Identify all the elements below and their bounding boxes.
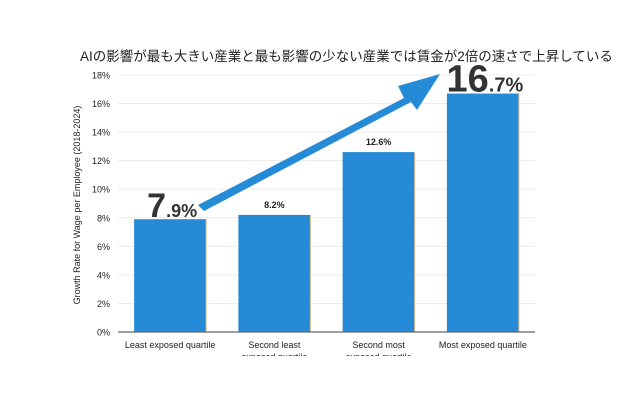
x-tick-label: Least exposed quartile xyxy=(125,340,216,350)
y-tick-label: 4% xyxy=(97,270,110,280)
bar xyxy=(134,219,207,332)
chart-title: AIの影響が最も大きい産業と最も影響の少ない産業では賃金が2倍の速さで上昇してい… xyxy=(80,49,613,64)
y-tick-label: 12% xyxy=(92,156,110,166)
trend-arrow xyxy=(198,74,440,211)
y-tick-label: 8% xyxy=(97,213,110,223)
x-tick-label: Second most xyxy=(352,340,405,350)
data-label: 8.2% xyxy=(264,200,285,210)
bar xyxy=(446,93,519,332)
bar xyxy=(342,152,415,332)
data-label-highlight: 16.7% xyxy=(447,59,524,101)
bar-chart: 0% 2% 4% 6% 8% 10% 12% 14% 16% 18% Least exposed q… xyxy=(92,59,535,356)
x-tick-label: Second least xyxy=(248,340,301,350)
y-tick-label: 2% xyxy=(97,299,110,309)
x-tick-label: exposed quartile xyxy=(241,352,307,356)
data-label-highlight: 7.9% xyxy=(147,187,197,225)
y-tick-label: 6% xyxy=(97,242,110,252)
y-tick-label: 0% xyxy=(97,328,110,338)
data-label: 12.6% xyxy=(366,137,392,147)
y-tick-label: 16% xyxy=(92,99,110,109)
bar xyxy=(238,214,311,332)
y-tick-label: 10% xyxy=(92,185,110,195)
x-tick-label: exposed quartile xyxy=(346,352,412,356)
x-tick-label: Most exposed quartile xyxy=(439,340,527,350)
y-tick-label: 18% xyxy=(92,71,110,81)
y-tick-label: 14% xyxy=(92,128,110,138)
